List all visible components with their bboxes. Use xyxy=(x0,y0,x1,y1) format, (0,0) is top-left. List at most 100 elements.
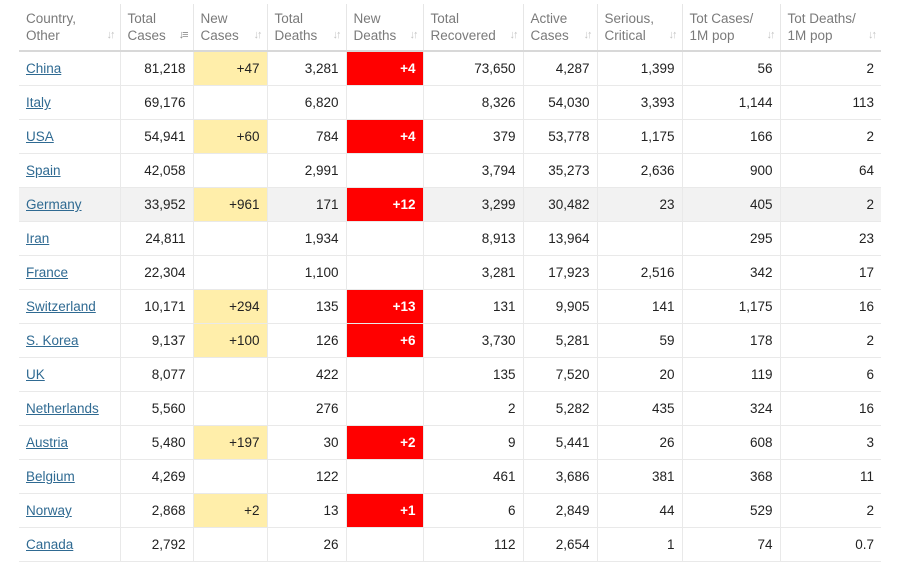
table-row: Austria 5,480 +197 30 +2 9 5,441 26 608 3 xyxy=(19,425,881,460)
new-cases-cell: +60 xyxy=(193,119,268,154)
column-header-label-line1: Active xyxy=(530,11,568,26)
country-cell: Canada xyxy=(19,527,121,562)
column-header-country[interactable]: Country, Other ↓↑ xyxy=(19,4,121,52)
total-deaths-cell: 26 xyxy=(267,527,347,562)
tot-deaths-1m-pop-cell: 2 xyxy=(780,187,881,222)
total-recovered-cell: 3,730 xyxy=(423,323,524,358)
country-cell: S. Korea xyxy=(19,323,121,358)
new-deaths-cell: +4 xyxy=(346,50,424,86)
column-header-label-line2: Other xyxy=(26,28,60,43)
new-deaths-cell: +4 xyxy=(346,119,424,154)
column-header-label-line2: Deaths xyxy=(274,28,318,43)
tot-deaths-1m-pop-cell: 6 xyxy=(780,357,881,392)
sort-arrows-icon[interactable]: ↓↑ xyxy=(509,29,519,41)
sort-arrows-icon[interactable]: ↓↑ xyxy=(332,29,342,41)
coronavirus-stats-table: Country, Other ↓↑ Total Cases ↓≡ New Cases ↓↑ Tot… xyxy=(19,4,881,562)
column-header-total-cases[interactable]: Total Cases ↓≡ xyxy=(120,4,194,52)
tot-deaths-1m-pop-cell: 64 xyxy=(780,153,881,188)
new-deaths-cell: +6 xyxy=(346,323,424,358)
sort-arrows-icon[interactable]: ↓↑ xyxy=(253,29,263,41)
serious-critical-cell: 141 xyxy=(597,289,683,324)
tot-deaths-1m-pop-cell: 11 xyxy=(780,459,881,494)
new-deaths-cell: +1 xyxy=(346,493,424,528)
serious-critical-cell: 2,636 xyxy=(597,153,683,188)
country-link[interactable]: Germany xyxy=(26,197,82,212)
country-link[interactable]: Norway xyxy=(26,503,72,518)
active-cases-cell: 5,282 xyxy=(523,391,598,426)
new-cases-cell: +961 xyxy=(193,187,268,222)
sort-arrows-icon[interactable]: ↓↑ xyxy=(868,29,877,41)
sort-arrows-icon[interactable]: ↓↑ xyxy=(668,29,678,41)
tot-deaths-1m-pop-cell: 23 xyxy=(780,221,881,256)
tot-cases-1m-pop-cell: 342 xyxy=(682,255,781,290)
total-deaths-cell: 276 xyxy=(267,391,347,426)
column-header-tot-cases-1m-pop[interactable]: Tot Cases/1M pop ↓↑ xyxy=(682,4,781,52)
column-header-total-recovered[interactable]: Total Recovered ↓↑ xyxy=(423,4,524,52)
country-link[interactable]: Austria xyxy=(26,435,69,450)
sort-arrows-icon[interactable]: ↓↑ xyxy=(409,29,419,41)
total-deaths-cell: 13 xyxy=(267,493,347,528)
total-cases-cell: 81,218 xyxy=(120,50,194,86)
tot-deaths-1m-pop-cell: 3 xyxy=(780,425,881,460)
column-header-label-line2: 1M pop xyxy=(689,28,735,43)
total-deaths-cell: 1,934 xyxy=(267,221,347,256)
country-link[interactable]: China xyxy=(26,61,62,76)
country-link[interactable]: France xyxy=(26,265,69,280)
tot-cases-1m-pop-cell: 56 xyxy=(682,50,781,86)
serious-critical-cell: 23 xyxy=(597,187,683,222)
sort-arrows-icon[interactable]: ↓↑ xyxy=(766,29,776,41)
sort-descending-icon[interactable]: ↓≡ xyxy=(178,29,189,41)
total-recovered-cell: 6 xyxy=(423,493,524,528)
country-link[interactable]: UK xyxy=(26,367,45,382)
total-recovered-cell: 112 xyxy=(423,527,524,562)
serious-critical-cell: 2,516 xyxy=(597,255,683,290)
tot-deaths-1m-pop-cell: 113 xyxy=(780,85,881,120)
tot-deaths-1m-pop-cell: 16 xyxy=(780,289,881,324)
country-link[interactable]: Canada xyxy=(26,537,74,552)
country-link[interactable]: Iran xyxy=(26,231,50,246)
tot-cases-1m-pop-cell: 324 xyxy=(682,391,781,426)
country-link[interactable]: USA xyxy=(26,129,54,144)
new-deaths-cell xyxy=(346,357,424,392)
active-cases-cell: 3,686 xyxy=(523,459,598,494)
new-cases-cell xyxy=(193,85,268,120)
country-cell: Spain xyxy=(19,153,121,188)
column-header-tot-deaths-1m-pop[interactable]: Tot Deaths/1M pop ↓↑ xyxy=(780,4,881,52)
column-header-label-line2: Recovered xyxy=(430,28,496,43)
country-cell: Belgium xyxy=(19,459,121,494)
tot-deaths-1m-pop-cell: 0.7 xyxy=(780,527,881,562)
country-link[interactable]: Switzerland xyxy=(26,299,96,314)
country-cell: China xyxy=(19,50,121,86)
table-row: USA 54,941 +60 784 +4 379 53,778 1,175 166 2 xyxy=(19,119,881,154)
active-cases-cell: 9,905 xyxy=(523,289,598,324)
column-header-total-deaths[interactable]: Total Deaths ↓↑ xyxy=(267,4,347,52)
column-header-active-cases[interactable]: Active Cases ↓↑ xyxy=(523,4,598,52)
total-deaths-cell: 1,100 xyxy=(267,255,347,290)
active-cases-cell: 5,281 xyxy=(523,323,598,358)
sort-arrows-icon[interactable]: ↓↑ xyxy=(583,29,593,41)
tot-deaths-1m-pop-cell: 2 xyxy=(780,323,881,358)
column-header-new-cases[interactable]: New Cases ↓↑ xyxy=(193,4,268,52)
country-link[interactable]: Netherlands xyxy=(26,401,99,416)
active-cases-cell: 5,441 xyxy=(523,425,598,460)
column-header-label-line1: Total xyxy=(274,11,304,26)
column-header-new-deaths[interactable]: New Deaths ↓↑ xyxy=(346,4,424,52)
tot-deaths-1m-pop-cell: 17 xyxy=(780,255,881,290)
tot-cases-1m-pop-cell: 405 xyxy=(682,187,781,222)
country-link[interactable]: Spain xyxy=(26,163,61,178)
country-link[interactable]: Belgium xyxy=(26,469,75,484)
active-cases-cell: 30,482 xyxy=(523,187,598,222)
total-recovered-cell: 2 xyxy=(423,391,524,426)
new-cases-cell: +2 xyxy=(193,493,268,528)
total-cases-cell: 54,941 xyxy=(120,119,194,154)
country-link[interactable]: S. Korea xyxy=(26,333,79,348)
new-cases-cell: +294 xyxy=(193,289,268,324)
table-row: China 81,218 +47 3,281 +4 73,650 4,287 1,399 56 2 xyxy=(19,50,881,86)
country-cell: France xyxy=(19,255,121,290)
column-header-serious-critical[interactable]: Serious, Critical ↓↑ xyxy=(597,4,683,52)
table-row: Netherlands 5,560 276 2 5,282 435 324 16 xyxy=(19,391,881,426)
sort-arrows-icon[interactable]: ↓↑ xyxy=(106,29,116,41)
country-link[interactable]: Italy xyxy=(26,95,51,110)
new-cases-cell: +47 xyxy=(193,50,268,86)
